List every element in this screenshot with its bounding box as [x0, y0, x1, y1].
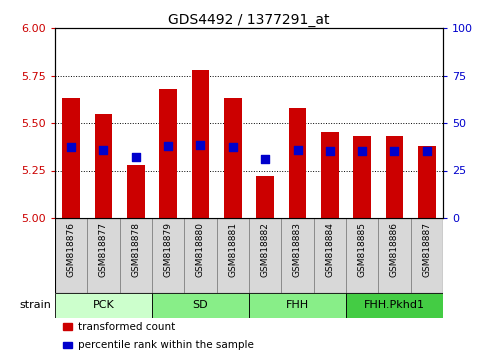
- Bar: [353, 136, 371, 218]
- Text: SD: SD: [193, 301, 209, 310]
- Bar: [386, 136, 403, 218]
- Text: FHH.Pkhd1: FHH.Pkhd1: [364, 301, 425, 310]
- Bar: [249, 293, 346, 318]
- Bar: [249, 218, 282, 293]
- Bar: [411, 218, 443, 293]
- Bar: [224, 98, 242, 218]
- Text: GSM818887: GSM818887: [423, 222, 431, 277]
- Bar: [192, 70, 210, 218]
- Text: GSM818880: GSM818880: [196, 222, 205, 277]
- Bar: [55, 218, 87, 293]
- Point: [197, 142, 205, 148]
- Title: GDS4492 / 1377291_at: GDS4492 / 1377291_at: [168, 13, 330, 27]
- Bar: [63, 324, 72, 330]
- Text: transformed count: transformed count: [78, 321, 176, 331]
- Point: [358, 148, 366, 154]
- Text: GSM818876: GSM818876: [67, 222, 75, 277]
- Bar: [256, 176, 274, 218]
- Bar: [152, 293, 249, 318]
- Text: GSM818881: GSM818881: [228, 222, 237, 277]
- Text: strain: strain: [20, 301, 52, 310]
- Bar: [152, 218, 184, 293]
- Text: GSM818879: GSM818879: [164, 222, 173, 277]
- Bar: [62, 98, 80, 218]
- Bar: [282, 218, 314, 293]
- Text: GSM818883: GSM818883: [293, 222, 302, 277]
- Bar: [184, 218, 216, 293]
- Bar: [87, 218, 120, 293]
- Bar: [120, 218, 152, 293]
- Bar: [314, 218, 346, 293]
- Text: GSM818877: GSM818877: [99, 222, 108, 277]
- Point: [132, 154, 140, 160]
- Text: GSM818882: GSM818882: [261, 222, 270, 276]
- Text: GSM818886: GSM818886: [390, 222, 399, 277]
- Text: FHH: FHH: [286, 301, 309, 310]
- Bar: [127, 165, 145, 218]
- Bar: [378, 218, 411, 293]
- Bar: [95, 114, 112, 218]
- Bar: [159, 89, 177, 218]
- Bar: [63, 342, 72, 348]
- Bar: [321, 132, 339, 218]
- Bar: [216, 218, 249, 293]
- Text: GSM818878: GSM818878: [131, 222, 141, 277]
- Point: [67, 144, 75, 150]
- Point: [164, 143, 172, 149]
- Point: [326, 148, 334, 153]
- Point: [390, 148, 398, 154]
- Text: GSM818884: GSM818884: [325, 222, 334, 276]
- Bar: [346, 293, 443, 318]
- Point: [423, 148, 431, 154]
- Text: percentile rank within the sample: percentile rank within the sample: [78, 340, 254, 350]
- Bar: [288, 108, 306, 218]
- Bar: [346, 218, 378, 293]
- Point: [261, 156, 269, 162]
- Bar: [55, 293, 152, 318]
- Text: GSM818885: GSM818885: [357, 222, 367, 277]
- Point: [100, 147, 107, 153]
- Point: [229, 144, 237, 150]
- Bar: [418, 146, 436, 218]
- Point: [293, 147, 301, 153]
- Text: PCK: PCK: [93, 301, 114, 310]
